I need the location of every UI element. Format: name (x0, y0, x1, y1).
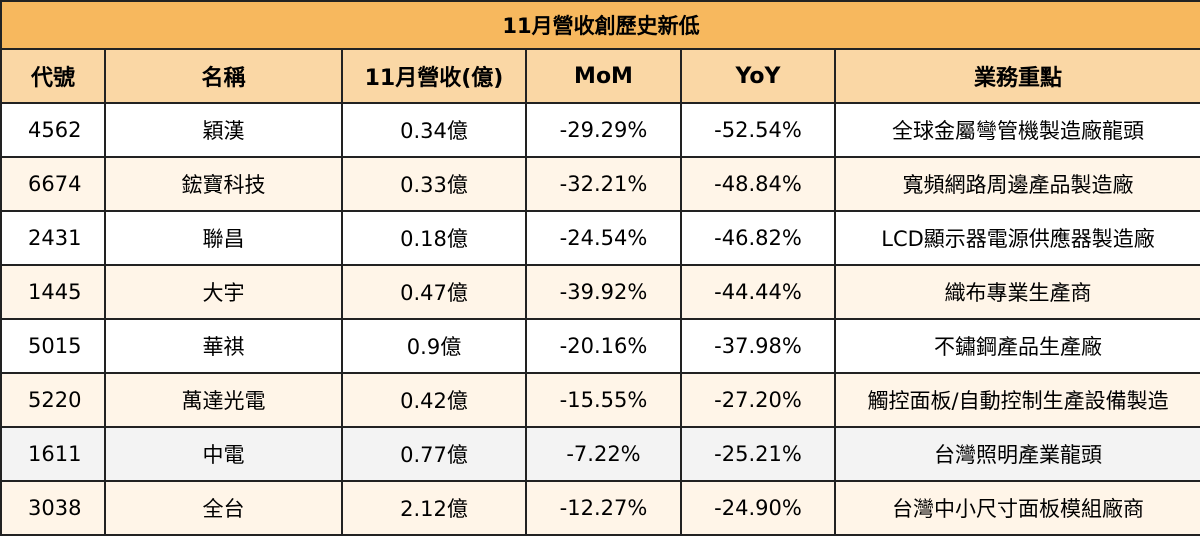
cell-name: 鋐寶科技 (104, 156, 343, 212)
cell-mom: -39.92% (525, 264, 682, 320)
table-row: 4562 穎漢 0.34億 -29.29% -52.54% 全球金屬彎管機製造廠… (0, 102, 1200, 158)
table-row: 6674 鋐寶科技 0.33億 -32.21% -48.84% 寬頻網路周邊產品… (0, 156, 1200, 212)
table-row: 3038 全台 2.12億 -12.27% -24.90% 台灣中小尺寸面板模組… (0, 480, 1200, 536)
table-title: 11月營收創歷史新低 (0, 0, 1200, 50)
cell-revenue: 0.33億 (341, 156, 527, 212)
cell-mom: -15.55% (525, 372, 682, 428)
cell-name: 萬達光電 (104, 372, 343, 428)
header-mom: MoM (525, 48, 682, 104)
cell-yoy: -25.21% (680, 426, 836, 482)
cell-business: 寬頻網路周邊產品製造廠 (833, 156, 1200, 212)
cell-name: 聯昌 (104, 210, 343, 266)
table-row: 1445 大宇 0.47億 -39.92% -44.44% 織布專業生產商 (0, 264, 1200, 320)
cell-mom: -12.27% (525, 480, 682, 536)
cell-mom: -24.54% (525, 210, 682, 266)
cell-revenue: 2.12億 (341, 480, 527, 536)
cell-business: 台灣中小尺寸面板模組廠商 (833, 480, 1200, 536)
cell-revenue: 0.34億 (341, 102, 527, 158)
cell-code: 1611 (0, 426, 106, 482)
cell-revenue: 0.47億 (341, 264, 527, 320)
cell-code: 5015 (0, 318, 106, 374)
cell-business: LCD顯示器電源供應器製造廠 (833, 210, 1200, 266)
table-header-row: 代號 名稱 11月營收(億) MoM YoY 業務重點 (0, 48, 1200, 104)
cell-revenue: 0.42億 (341, 372, 527, 428)
cell-yoy: -27.20% (680, 372, 836, 428)
cell-mom: -20.16% (525, 318, 682, 374)
table-row: 5015 華祺 0.9億 -20.16% -37.98% 不鏽鋼產品生產廠 (0, 318, 1200, 374)
cell-mom: -32.21% (525, 156, 682, 212)
header-revenue: 11月營收(億) (341, 48, 527, 104)
cell-name: 穎漢 (104, 102, 343, 158)
cell-yoy: -24.90% (680, 480, 836, 536)
header-code: 代號 (0, 48, 106, 104)
table-row: 5220 萬達光電 0.42億 -15.55% -27.20% 觸控面板/自動控… (0, 372, 1200, 428)
table-row: 2431 聯昌 0.18億 -24.54% -46.82% LCD顯示器電源供應… (0, 210, 1200, 266)
cell-business: 全球金屬彎管機製造廠龍頭 (833, 102, 1200, 158)
cell-business: 觸控面板/自動控制生產設備製造 (833, 372, 1200, 428)
cell-name: 中電 (104, 426, 343, 482)
cell-mom: -7.22% (525, 426, 682, 482)
cell-revenue: 0.9億 (341, 318, 527, 374)
cell-name: 全台 (104, 480, 343, 536)
header-business: 業務重點 (833, 48, 1200, 104)
cell-business: 織布專業生產商 (833, 264, 1200, 320)
cell-yoy: -52.54% (680, 102, 836, 158)
cell-name: 華祺 (104, 318, 343, 374)
cell-yoy: -46.82% (680, 210, 836, 266)
cell-code: 5220 (0, 372, 106, 428)
header-yoy: YoY (680, 48, 836, 104)
cell-mom: -29.29% (525, 102, 682, 158)
header-name: 名稱 (104, 48, 343, 104)
cell-business: 台灣照明產業龍頭 (833, 426, 1200, 482)
cell-code: 2431 (0, 210, 106, 266)
cell-code: 4562 (0, 102, 106, 158)
cell-code: 1445 (0, 264, 106, 320)
cell-code: 3038 (0, 480, 106, 536)
cell-yoy: -48.84% (680, 156, 836, 212)
cell-code: 6674 (0, 156, 106, 212)
cell-business: 不鏽鋼產品生產廠 (833, 318, 1200, 374)
cell-yoy: -44.44% (680, 264, 836, 320)
table-row: 1611 中電 0.77億 -7.22% -25.21% 台灣照明產業龍頭 (0, 426, 1200, 482)
cell-revenue: 0.77億 (341, 426, 527, 482)
table-title-row: 11月營收創歷史新低 (0, 0, 1200, 50)
cell-name: 大宇 (104, 264, 343, 320)
cell-revenue: 0.18億 (341, 210, 527, 266)
cell-yoy: -37.98% (680, 318, 836, 374)
